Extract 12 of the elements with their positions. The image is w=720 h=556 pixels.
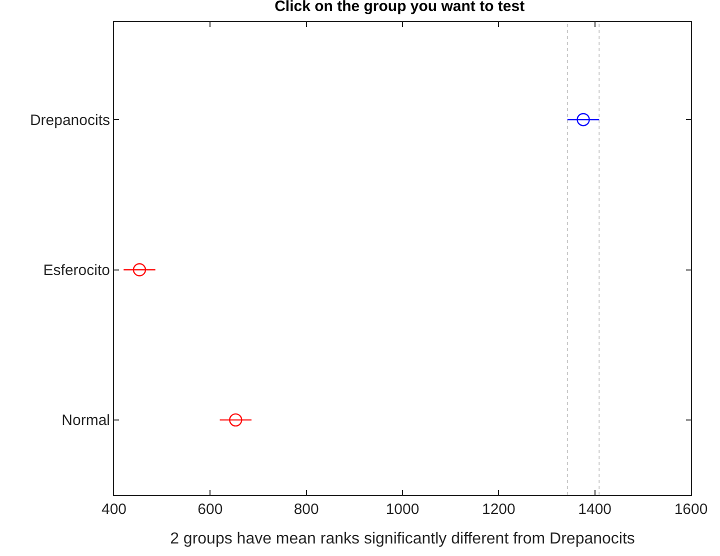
y-tick-label: Esferocito: [43, 262, 110, 280]
x-tick-label: 1200: [482, 501, 516, 518]
x-axis-title: 2 groups have mean ranks significantly different from Drepanocits: [170, 530, 635, 548]
y-tick-label: Normal: [62, 412, 110, 430]
x-tick-label: 400: [101, 501, 127, 518]
x-tick-label: 600: [198, 501, 223, 518]
x-tick-label: 800: [294, 501, 319, 518]
x-tick-label: 1600: [674, 501, 708, 518]
x-tick-label: 1000: [386, 501, 420, 518]
y-tick-label: Drepanocits: [30, 112, 110, 129]
chart-title: Click on the group you want to test: [274, 0, 525, 16]
x-tick-label: 1400: [578, 501, 612, 518]
